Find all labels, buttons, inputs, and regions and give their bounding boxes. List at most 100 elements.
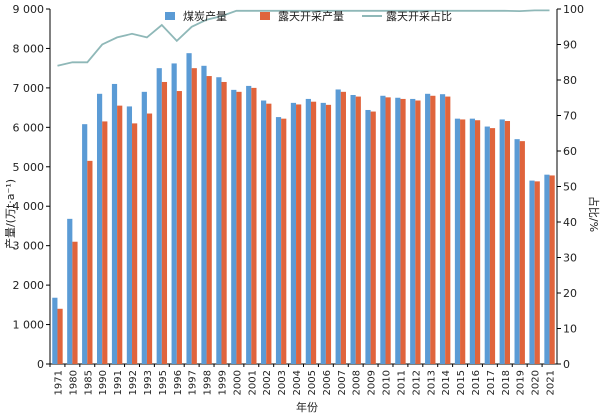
bar-coal (246, 85, 252, 365)
bar-open-pit (474, 120, 481, 364)
legend-label: 露天开采产量 (278, 9, 344, 23)
bar-coal (201, 65, 207, 365)
bar-coal (67, 218, 73, 364)
bar-coal (335, 89, 341, 364)
bar-coal (410, 98, 416, 364)
x-tick-label: 2007 (337, 370, 348, 395)
y-tick-label: 1 000 (13, 319, 45, 332)
x-tick-label: 2005 (307, 370, 318, 395)
bar-open-pit (385, 97, 391, 364)
bar-coal (395, 97, 401, 364)
x-tick-label: 2012 (411, 370, 422, 395)
y-tick-label: 9 000 (13, 3, 45, 16)
bar-coal (484, 126, 490, 365)
bar-open-pit (117, 105, 123, 364)
y-tick-label: 2 000 (13, 279, 45, 292)
y2-tick-label: 20 (563, 287, 577, 300)
bar-open-pit (296, 104, 302, 364)
bar-coal (380, 95, 386, 365)
x-tick-label: 2016 (471, 370, 482, 395)
bar-coal (275, 117, 282, 364)
x-tick-label: 2018 (501, 370, 512, 395)
bar-coal (111, 83, 118, 364)
bar-open-pit (161, 81, 168, 364)
bar-coal (171, 63, 177, 364)
x-tick-label: 2020 (531, 370, 542, 395)
bar-open-pit (266, 103, 272, 365)
legend: 煤炭产量 露天开采产量 露天开采占比 (165, 9, 452, 23)
y2-tick-label: 80 (563, 74, 577, 87)
x-tick-label: 1991 (113, 370, 124, 395)
bar-open-pit (132, 123, 138, 364)
x-tick-label: 1996 (173, 370, 184, 395)
bar-coal (350, 94, 356, 364)
x-tick-label: 2021 (546, 370, 557, 395)
bar-open-pit (430, 95, 436, 365)
bar-open-pit (57, 308, 63, 364)
legend-label: 露天开采占比 (386, 9, 452, 23)
x-tick-label: 2000 (232, 370, 243, 395)
x-tick-label: 2014 (441, 370, 452, 395)
x-tick-label: 1997 (188, 370, 199, 395)
bar-open-pit (549, 175, 555, 364)
bar-open-pit (281, 118, 287, 365)
bar-open-pit (146, 113, 153, 365)
legend-swatch (165, 12, 175, 20)
bar-open-pit (534, 181, 540, 364)
bar-coal (126, 106, 133, 364)
y2-tick-label: 70 (563, 110, 577, 123)
y-tick-label: 5 000 (13, 161, 45, 174)
bar-open-pit (400, 98, 406, 364)
y-tick-label: 6 000 (13, 121, 45, 134)
y2-tick-label: 100 (563, 3, 584, 16)
x-tick-label: 1993 (143, 370, 154, 395)
x-tick-label: 2008 (352, 370, 363, 395)
bar-coal (52, 297, 58, 364)
x-tick-label: 2019 (516, 370, 527, 395)
bar-open-pit (519, 141, 525, 364)
bar-open-pit (221, 81, 227, 364)
bar-coal (186, 53, 192, 365)
ratio-line (57, 9, 550, 67)
bar-coal (544, 174, 550, 364)
bar-open-pit (102, 121, 108, 365)
x-tick-label: 2017 (486, 370, 497, 395)
bar-open-pit (460, 119, 466, 364)
bar-open-pit (236, 91, 242, 364)
x-tick-label: 2010 (382, 370, 393, 395)
bar-open-pit (489, 128, 496, 364)
bar-coal (305, 98, 311, 364)
bar-coal (216, 77, 222, 364)
bar-open-pit (325, 104, 332, 364)
bar-open-pit (72, 241, 78, 364)
x-tick-label: 2006 (322, 370, 333, 395)
x-tick-label: 1980 (68, 370, 79, 395)
y-tick-label: 0 (37, 358, 44, 371)
y-tick-label: 8 000 (13, 42, 45, 55)
bar-open-pit (87, 160, 93, 364)
bar-coal (141, 91, 147, 364)
bar-open-pit (415, 100, 421, 364)
bar-open-pit (340, 91, 346, 364)
bar-coal (529, 180, 535, 364)
bar-coal (290, 102, 297, 364)
bar-coal (365, 109, 371, 364)
x-axis-label: 年份 (296, 400, 318, 414)
x-tick-label: 2003 (277, 370, 288, 395)
bar-coal (439, 94, 446, 364)
y2-tick-label: 90 (563, 39, 577, 52)
x-tick-label: 2013 (426, 370, 437, 395)
x-tick-label: 1990 (98, 370, 109, 395)
bar-coal (320, 102, 326, 364)
ratio-line-path (57, 9, 550, 67)
x-tick-label: 2009 (367, 370, 378, 395)
x-tick-label: 1998 (203, 370, 214, 395)
y2-tick-label: 10 (563, 323, 577, 336)
bar-open-pit (504, 121, 511, 365)
x-tick-label: 2004 (292, 370, 303, 395)
x-tick-label: 1985 (83, 370, 94, 395)
x-tick-label: 2001 (247, 370, 258, 395)
x-tick-label: 1971 (53, 370, 64, 395)
